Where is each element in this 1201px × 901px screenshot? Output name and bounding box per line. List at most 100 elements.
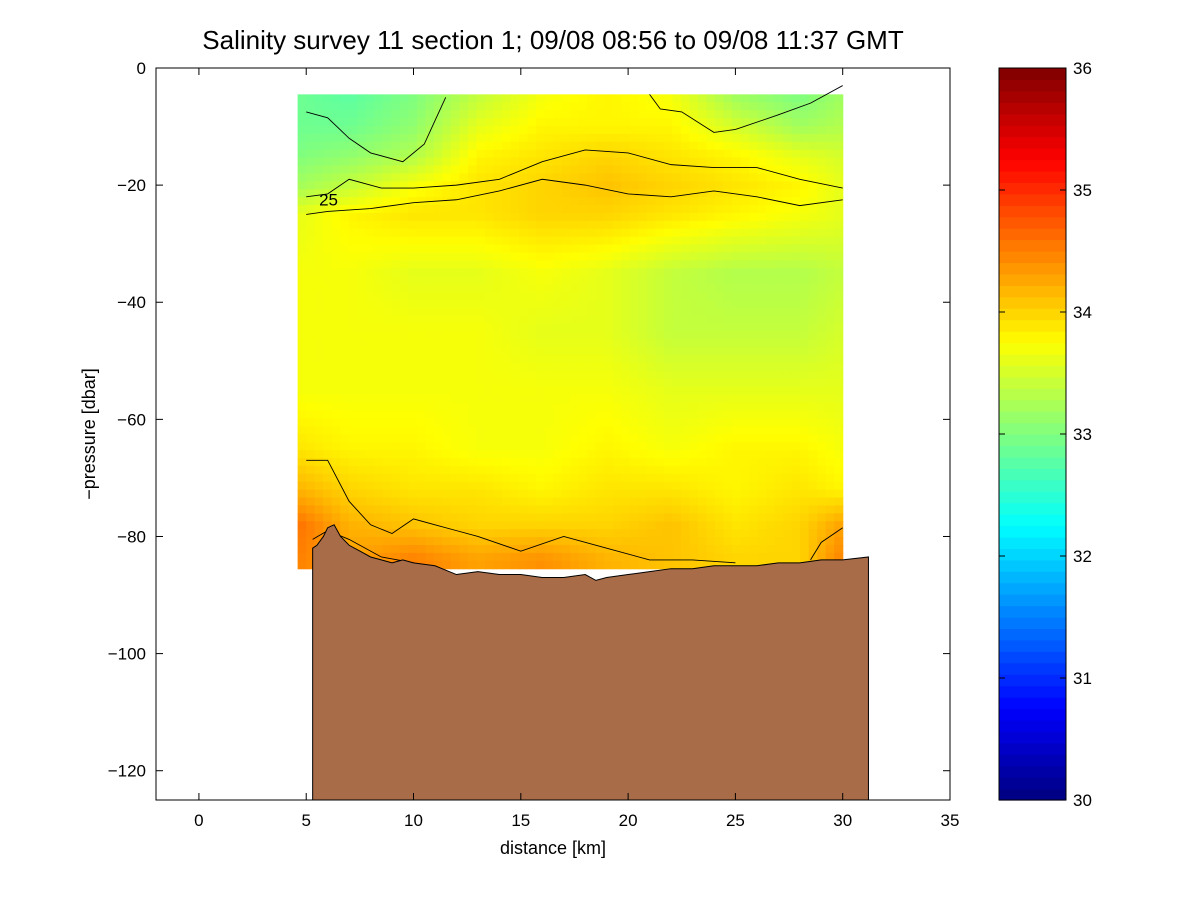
salinity-cell xyxy=(510,173,520,182)
salinity-cell xyxy=(450,544,461,554)
salinity-cell xyxy=(374,347,384,356)
salinity-cell xyxy=(519,118,529,127)
salinity-cell xyxy=(476,339,486,348)
salinity-cell xyxy=(731,410,742,420)
salinity-cell xyxy=(357,434,367,443)
salinity-cell xyxy=(825,299,835,309)
salinity-cell xyxy=(706,371,716,380)
salinity-cell xyxy=(808,189,818,198)
salinity-cell xyxy=(323,125,333,135)
salinity-cell xyxy=(578,307,588,317)
salinity-cell xyxy=(570,450,580,459)
salinity-cell xyxy=(672,157,682,167)
salinity-cell xyxy=(578,252,588,261)
salinity-cell xyxy=(425,110,435,119)
salinity-cell xyxy=(749,537,759,546)
salinity-cell xyxy=(587,181,597,190)
salinity-cell xyxy=(604,450,614,459)
salinity-cell xyxy=(706,394,716,404)
salinity-cell xyxy=(297,552,307,562)
salinity-cell xyxy=(467,355,478,364)
salinity-cell xyxy=(766,125,776,135)
salinity-cell xyxy=(646,118,656,127)
salinity-cell xyxy=(595,497,605,507)
salinity-cell xyxy=(740,165,750,175)
salinity-cell xyxy=(723,378,733,388)
salinity-cell xyxy=(731,544,742,554)
salinity-cell xyxy=(561,228,571,238)
salinity-cell xyxy=(416,220,426,230)
salinity-cell xyxy=(442,236,452,246)
salinity-cell xyxy=(357,505,367,514)
salinity-cell xyxy=(399,355,409,364)
salinity-cell xyxy=(595,402,605,412)
salinity-cell xyxy=(578,323,588,333)
salinity-cell xyxy=(791,521,801,530)
salinity-cell xyxy=(519,473,529,483)
salinity-cell xyxy=(561,497,571,507)
salinity-cell xyxy=(697,465,708,475)
salinity-cell xyxy=(672,552,682,562)
salinity-cell xyxy=(297,118,307,127)
salinity-cell xyxy=(408,410,418,420)
salinity-cell xyxy=(527,410,537,420)
salinity-cell xyxy=(808,212,818,222)
salinity-cell xyxy=(374,552,384,562)
salinity-cell xyxy=(442,197,452,206)
salinity-cell xyxy=(357,102,367,111)
salinity-cell xyxy=(340,133,350,143)
salinity-cell xyxy=(655,94,665,103)
salinity-cell xyxy=(757,252,767,261)
salinity-cell xyxy=(697,149,708,159)
salinity-cell xyxy=(502,149,512,159)
salinity-cell xyxy=(587,197,597,206)
salinity-cell xyxy=(672,434,682,443)
salinity-cell xyxy=(697,378,708,388)
salinity-cell xyxy=(834,276,844,285)
salinity-cell xyxy=(604,244,614,254)
salinity-cell xyxy=(323,307,333,317)
salinity-cell xyxy=(774,450,784,459)
colorbar-step xyxy=(999,742,1066,755)
salinity-cell xyxy=(544,497,554,507)
salinity-cell xyxy=(331,220,341,230)
salinity-cell xyxy=(382,442,392,451)
salinity-cell xyxy=(663,363,673,372)
salinity-cell xyxy=(646,552,656,562)
salinity-cell xyxy=(663,552,673,562)
salinity-cell xyxy=(723,402,733,412)
salinity-cell xyxy=(817,181,827,190)
salinity-cell xyxy=(425,189,435,198)
salinity-cell xyxy=(331,521,341,530)
salinity-cell xyxy=(629,157,639,167)
salinity-cell xyxy=(442,339,452,348)
salinity-cell xyxy=(731,505,742,514)
salinity-cell xyxy=(399,323,409,333)
salinity-cell xyxy=(510,205,520,214)
salinity-cell xyxy=(783,394,793,404)
salinity-cell xyxy=(663,244,673,254)
salinity-cell xyxy=(791,497,801,507)
colorbar-step xyxy=(999,422,1066,435)
salinity-cell xyxy=(553,212,563,222)
salinity-cell xyxy=(527,394,537,404)
salinity-cell xyxy=(297,442,307,451)
salinity-cell xyxy=(646,355,656,364)
salinity-cell xyxy=(502,513,512,522)
salinity-cell xyxy=(467,529,478,538)
salinity-cell xyxy=(510,268,520,277)
salinity-cell xyxy=(467,94,478,103)
salinity-cell xyxy=(459,378,469,388)
salinity-cell xyxy=(433,268,444,277)
salinity-cell xyxy=(697,331,708,341)
salinity-cell xyxy=(553,537,563,546)
salinity-cell xyxy=(493,402,503,412)
salinity-cell xyxy=(817,133,827,143)
salinity-cell xyxy=(306,284,316,293)
salinity-cell xyxy=(817,481,827,491)
salinity-cell xyxy=(433,473,444,483)
salinity-cell xyxy=(808,94,818,103)
salinity-cell xyxy=(374,157,384,167)
salinity-cell xyxy=(433,331,444,341)
salinity-cell xyxy=(638,473,648,483)
